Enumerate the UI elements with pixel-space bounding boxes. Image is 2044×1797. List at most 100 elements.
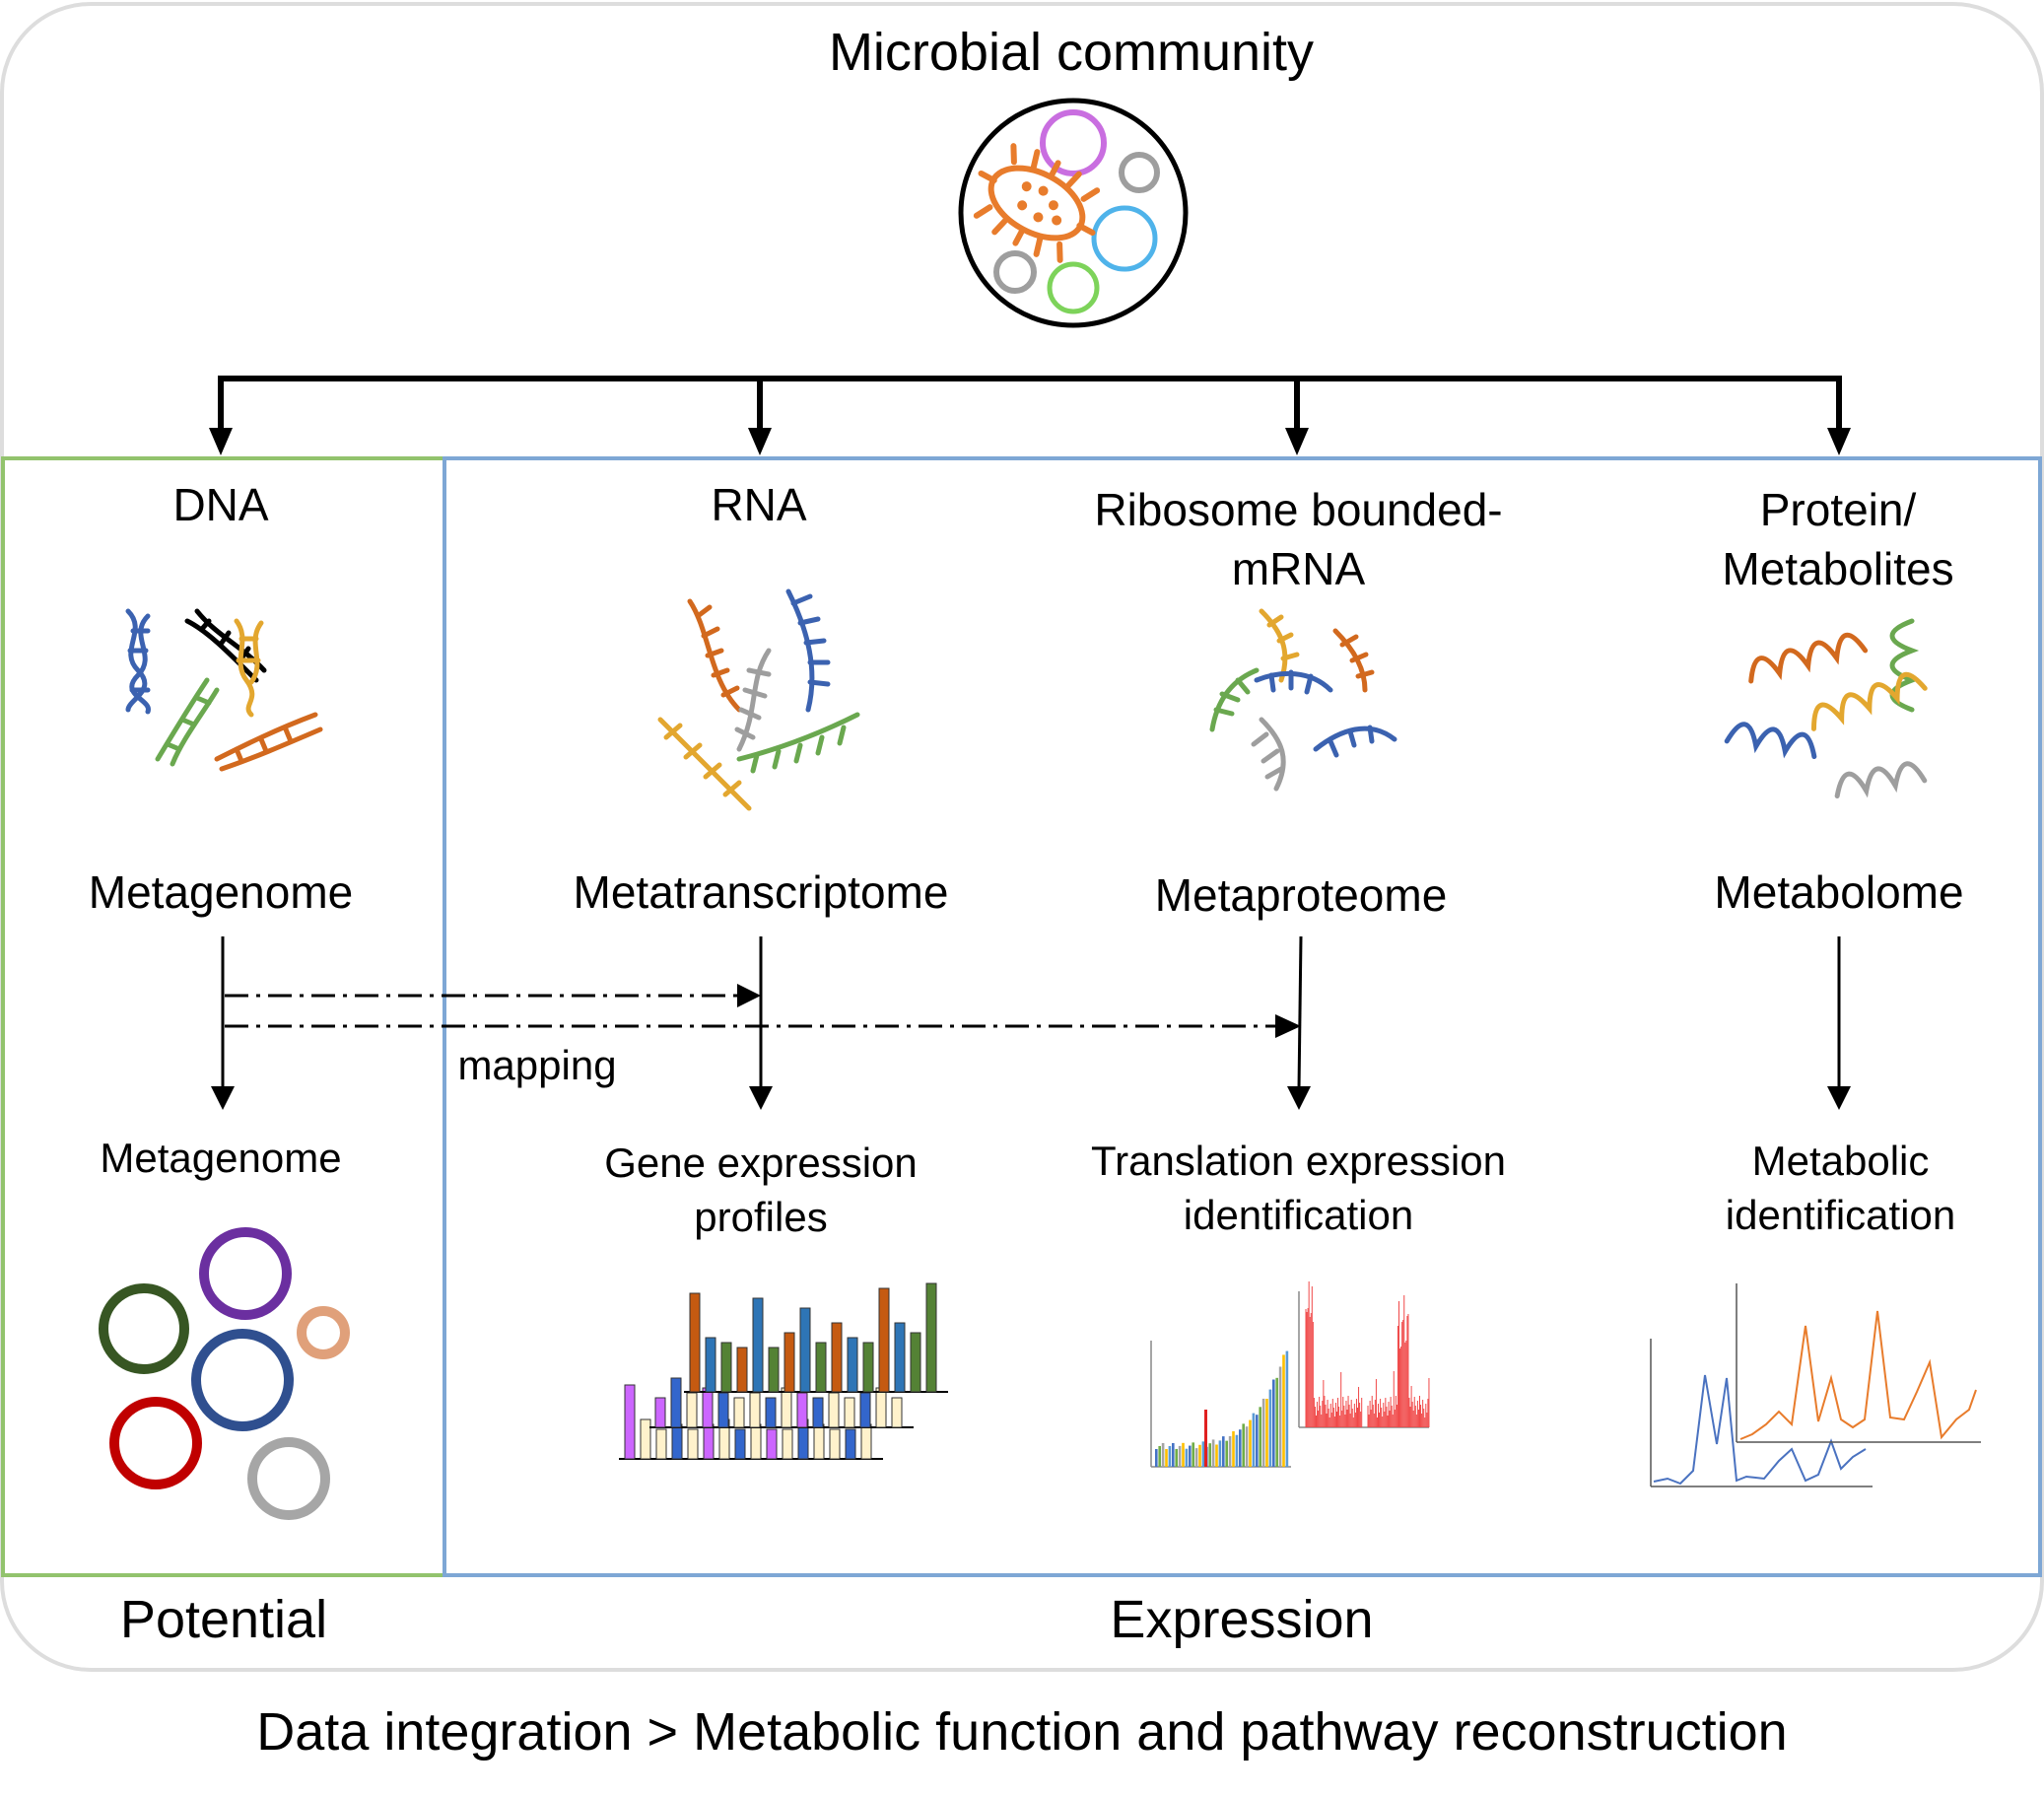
bacterium-icon [973, 143, 1101, 263]
bar [1222, 1436, 1225, 1467]
bar [1239, 1429, 1242, 1467]
rna-icon [657, 588, 860, 811]
bar [862, 1342, 874, 1393]
bar [1198, 1444, 1201, 1467]
bar [705, 1337, 716, 1393]
bar [733, 1397, 745, 1428]
bar [1189, 1445, 1192, 1467]
bar [1245, 1426, 1249, 1467]
translation-chart-icon [1150, 1281, 1430, 1468]
output-label-metagenome: Metagenome [100, 1135, 342, 1181]
output-arrowheads [211, 1086, 1851, 1110]
bar [1265, 1399, 1268, 1467]
bar [1278, 1366, 1282, 1467]
bar [750, 1423, 762, 1460]
bar [1165, 1448, 1168, 1467]
bar [1182, 1442, 1185, 1467]
mapping-label: mapping [457, 1042, 617, 1088]
bar [799, 1307, 811, 1393]
bar [1235, 1434, 1239, 1467]
bar [766, 1428, 778, 1460]
bar [812, 1397, 824, 1428]
omics-label-metabolome: Metabolome [1714, 866, 1964, 918]
bar [1218, 1440, 1222, 1467]
bar [702, 1387, 714, 1428]
bar [813, 1423, 825, 1460]
bar [1232, 1430, 1235, 1467]
bar [860, 1423, 872, 1460]
bar [1228, 1435, 1232, 1467]
bar [1192, 1442, 1194, 1467]
molecule-label-rna: RNA [711, 479, 807, 530]
bar [1259, 1407, 1261, 1467]
bar [752, 1297, 764, 1393]
bar [1275, 1377, 1278, 1467]
bar [655, 1428, 667, 1460]
bar [640, 1418, 651, 1460]
bar [781, 1387, 792, 1428]
bar [1272, 1379, 1275, 1467]
bar [1242, 1423, 1245, 1467]
bar [845, 1428, 856, 1460]
panel-label-potential: Potential [119, 1590, 328, 1649]
bar [717, 1392, 729, 1428]
bar [1225, 1440, 1228, 1467]
omics-label-metaproteome: Metaproteome [1154, 869, 1448, 921]
bar [1208, 1443, 1211, 1467]
bar [670, 1377, 682, 1428]
molecule-label-dna: DNA [172, 479, 269, 530]
bar [687, 1428, 699, 1460]
output-arrows [221, 935, 1841, 1090]
bar [686, 1392, 698, 1428]
bar [671, 1423, 683, 1460]
bar [875, 1387, 887, 1428]
gene-expression-chart-icon [619, 1282, 948, 1460]
bar [1185, 1448, 1189, 1467]
bar [828, 1392, 840, 1428]
diagram-title: Microbial community [828, 23, 1315, 82]
bar [1178, 1445, 1182, 1467]
bar [1249, 1419, 1252, 1467]
bar [654, 1397, 666, 1428]
molecule-label-ribosome: Ribosome bounded-mRNA [1094, 484, 1503, 594]
bar [703, 1423, 715, 1460]
microbial-community-icon [958, 98, 1189, 328]
bar [1268, 1389, 1272, 1467]
bar [831, 1322, 843, 1393]
series-line [1739, 1310, 1977, 1440]
bar [1261, 1398, 1265, 1467]
bar [847, 1337, 858, 1393]
bar [1215, 1444, 1218, 1467]
bar [796, 1392, 808, 1428]
molecule-label-protein: Protein/ Metabolites [1722, 484, 1954, 594]
bar [720, 1342, 732, 1393]
mapping-arrowheads [737, 984, 1301, 1038]
panel-label-expression: Expression [1110, 1590, 1374, 1649]
bar [624, 1384, 636, 1460]
bar [1155, 1449, 1158, 1467]
bar [815, 1342, 827, 1393]
bar [894, 1322, 906, 1393]
bar [1168, 1445, 1172, 1467]
omics-label-metatranscriptome: Metatranscriptome [573, 866, 949, 918]
ribosome-mrna-icon [1209, 608, 1397, 792]
bar [829, 1428, 841, 1460]
bar [844, 1397, 855, 1428]
bar [1285, 1350, 1289, 1467]
plasmid-rings-icon [99, 1227, 350, 1520]
bar [689, 1292, 701, 1393]
distribution-arrowheads [209, 428, 1851, 455]
bar [734, 1428, 746, 1460]
dna-icon [125, 608, 323, 772]
distribution-arrows [218, 376, 1842, 432]
bar [736, 1347, 748, 1393]
output-label-metabolic: Metabolic identification [1725, 1138, 1956, 1238]
bar [1194, 1448, 1198, 1467]
bar [1161, 1442, 1165, 1467]
expression-panel [443, 456, 2042, 1577]
bar [1172, 1442, 1175, 1467]
bar [1256, 1415, 1259, 1467]
bar [749, 1392, 761, 1428]
bar [925, 1282, 937, 1393]
